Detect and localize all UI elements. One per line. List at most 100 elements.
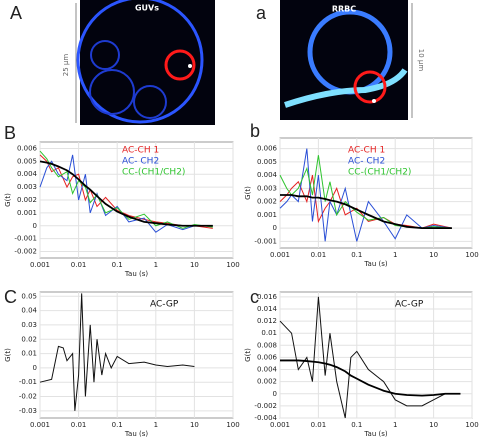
x-tick-label: 1 [154, 261, 158, 269]
x-tick-label: 10 [190, 421, 199, 429]
y-tick-label: 0 [273, 224, 277, 232]
y-axis-label: G(t) [4, 193, 12, 207]
x-tick-label: 10 [429, 421, 438, 429]
data-line [39, 293, 195, 411]
y-tick-label: 0.001 [17, 209, 37, 217]
plot-frame [279, 291, 473, 419]
y-tick-label: -0.001 [14, 235, 37, 243]
x-tick-label: 0.01 [71, 261, 87, 269]
y-tick-label: 0.006 [17, 144, 38, 152]
panel-label: b [250, 121, 260, 141]
x-axis-label: Tau (s) [124, 430, 148, 438]
focus-circle [353, 70, 387, 104]
x-tick-label: 0.001 [30, 421, 50, 429]
x-tick-label: 0.01 [71, 421, 87, 429]
cell-edge [284, 68, 408, 108]
y-tick-label: 0.002 [257, 378, 277, 386]
vesicle [133, 85, 167, 119]
y-tick-label: 0.005 [17, 157, 37, 165]
y-tick-label: -0.004 [254, 414, 277, 422]
x-tick-label: 0.1 [351, 251, 362, 259]
x-tick-label: 0.01 [311, 421, 327, 429]
scale-label: 10 µm [417, 49, 425, 72]
y-tick-label: 0.001 [257, 211, 277, 219]
fit-line [39, 160, 213, 227]
panel-label: a [256, 3, 267, 23]
x-tick-label: 0.1 [112, 261, 123, 269]
y-tick-label: 0.05 [21, 292, 37, 300]
y-tick-label: -0.01 [19, 378, 37, 386]
x-tick-label: 0.1 [112, 421, 123, 429]
y-tick-label: 0.016 [257, 293, 278, 301]
panel-label: c [250, 287, 259, 307]
legend-entry: AC-GP [150, 300, 179, 310]
x-axis-label: Tau (s) [363, 430, 387, 438]
image-title: GUVs [135, 4, 159, 13]
legend-entry: AC- CH2 [348, 157, 385, 167]
y-tick-label: -0.03 [19, 407, 37, 415]
y-tick-label: 0.004 [257, 171, 278, 179]
y-tick-label: 0.002 [257, 198, 277, 206]
x-tick-label: 0.001 [30, 261, 50, 269]
legend-entry: CC-(CH1/CH2) [122, 168, 185, 178]
y-tick-label: 0.004 [17, 170, 38, 178]
y-tick-label: -0.002 [254, 402, 277, 410]
y-tick-label: -0.02 [19, 393, 37, 401]
image-title: RRBC [332, 5, 356, 14]
x-tick-label: 10 [429, 251, 438, 259]
data-line [39, 154, 213, 229]
y-tick-label: 0.012 [257, 317, 277, 325]
focus-circle [164, 49, 196, 81]
y-tick-label: 0.003 [257, 184, 277, 192]
y-tick-label: 0.03 [21, 321, 37, 329]
y-tick-label: 0 [33, 364, 37, 372]
fit-line [280, 359, 461, 397]
x-tick-label: 0.001 [270, 251, 290, 259]
x-tick-label: 100 [465, 421, 478, 429]
vesicle [89, 69, 135, 115]
y-axis-label: G(t) [244, 186, 252, 200]
panel-label: A [10, 3, 22, 23]
legend-entry: AC-GP [395, 300, 424, 310]
focus-point [372, 99, 376, 103]
y-tick-label: 0 [33, 222, 37, 230]
panel-label: C [4, 287, 17, 307]
scale-label: 25 µm [62, 54, 70, 77]
x-tick-label: 1 [393, 251, 397, 259]
x-axis-label: Tau (s) [363, 260, 387, 268]
x-tick-label: 100 [226, 421, 239, 429]
legend-entry: CC-(CH1/CH2) [348, 168, 411, 178]
y-tick-label: 0.006 [257, 353, 278, 361]
y-axis-label: G(t) [244, 348, 252, 362]
legend-entry: AC-CH 1 [122, 146, 159, 156]
y-tick-label: 0.004 [257, 366, 278, 374]
y-tick-label: -0.001 [254, 237, 277, 245]
y-tick-label: 0.014 [257, 305, 278, 313]
y-tick-label: 0.01 [21, 350, 37, 358]
x-tick-label: 1 [154, 421, 158, 429]
vesicle [90, 40, 120, 70]
y-tick-label: -0.002 [14, 248, 37, 256]
legend-entry: AC-CH 1 [348, 146, 385, 156]
y-tick-label: 0 [273, 390, 277, 398]
x-tick-label: 1 [393, 421, 397, 429]
x-tick-label: 100 [226, 261, 239, 269]
legend-entry: AC- CH2 [122, 157, 159, 167]
vesicle [76, 0, 204, 124]
y-axis-label: G(t) [4, 348, 12, 362]
x-tick-label: 0.1 [351, 421, 362, 429]
x-tick-label: 10 [190, 261, 199, 269]
y-tick-label: 0.04 [21, 307, 37, 315]
y-tick-label: 0.02 [21, 335, 37, 343]
x-tick-label: 0.001 [270, 421, 290, 429]
fit-line [280, 194, 452, 230]
panel-label: B [4, 123, 16, 143]
x-tick-label: 0.01 [311, 251, 327, 259]
focus-point [188, 64, 192, 68]
y-tick-label: 0.003 [17, 183, 37, 191]
x-tick-label: 100 [465, 251, 478, 259]
y-tick-label: 0.01 [261, 329, 277, 337]
y-tick-label: 0.008 [257, 341, 277, 349]
x-axis-label: Tau (s) [124, 270, 148, 278]
